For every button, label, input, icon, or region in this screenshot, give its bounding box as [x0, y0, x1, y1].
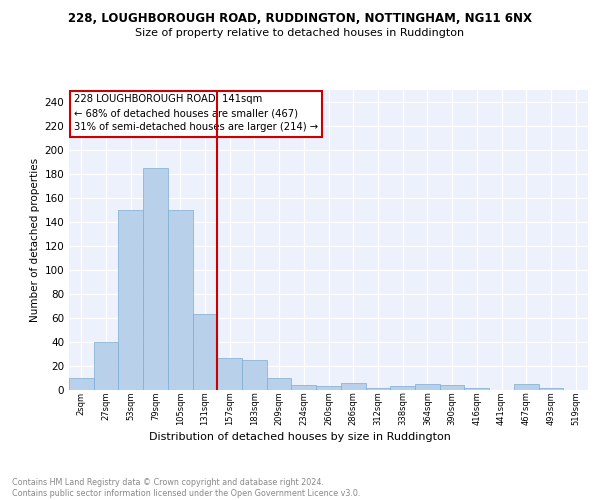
- Bar: [341, 383, 365, 390]
- Y-axis label: Number of detached properties: Number of detached properties: [30, 158, 40, 322]
- Bar: [242, 360, 267, 390]
- Bar: [464, 388, 489, 390]
- Bar: [94, 342, 118, 390]
- Bar: [316, 386, 341, 390]
- Text: Contains HM Land Registry data © Crown copyright and database right 2024.
Contai: Contains HM Land Registry data © Crown c…: [12, 478, 361, 498]
- Bar: [217, 358, 242, 390]
- Text: Size of property relative to detached houses in Ruddington: Size of property relative to detached ho…: [136, 28, 464, 38]
- Bar: [365, 388, 390, 390]
- Bar: [143, 168, 168, 390]
- Bar: [539, 388, 563, 390]
- Bar: [118, 210, 143, 390]
- Bar: [440, 385, 464, 390]
- Text: Distribution of detached houses by size in Ruddington: Distribution of detached houses by size …: [149, 432, 451, 442]
- Bar: [415, 384, 440, 390]
- Text: 228, LOUGHBOROUGH ROAD, RUDDINGTON, NOTTINGHAM, NG11 6NX: 228, LOUGHBOROUGH ROAD, RUDDINGTON, NOTT…: [68, 12, 532, 26]
- Text: 228 LOUGHBOROUGH ROAD: 141sqm
← 68% of detached houses are smaller (467)
31% of : 228 LOUGHBOROUGH ROAD: 141sqm ← 68% of d…: [74, 94, 319, 132]
- Bar: [168, 210, 193, 390]
- Bar: [193, 314, 217, 390]
- Bar: [69, 378, 94, 390]
- Bar: [292, 385, 316, 390]
- Bar: [267, 378, 292, 390]
- Bar: [514, 384, 539, 390]
- Bar: [390, 386, 415, 390]
